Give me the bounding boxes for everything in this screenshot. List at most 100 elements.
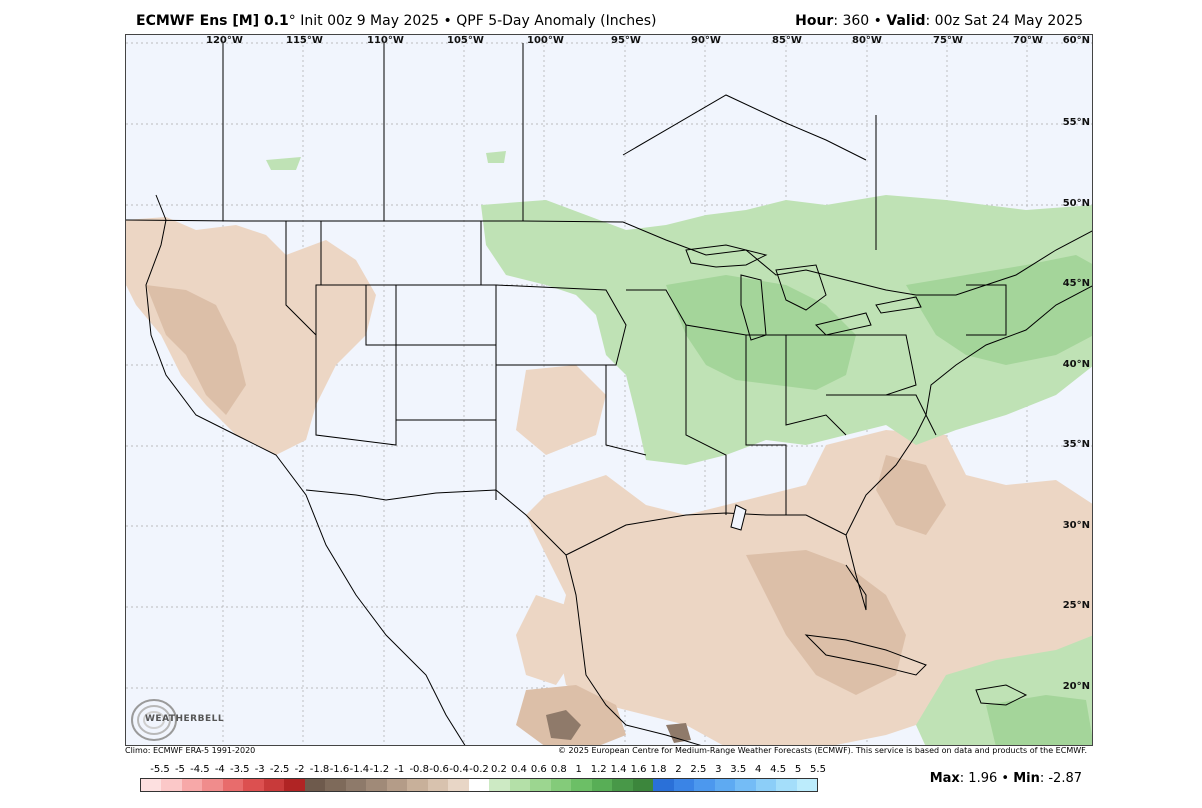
colorbar-tick-label: -2.5 (269, 764, 290, 775)
dry-anomaly-areas (126, 217, 1092, 745)
colorbar-tick-label: -3.5 (229, 764, 250, 775)
colorbar-swatch (202, 779, 223, 791)
lat-label: 50°N (1062, 198, 1090, 209)
colorbar-tick-label: -1.8 (309, 764, 330, 775)
colorbar-labels: -5.5 -5 -4.5 -4 -3.5 -3 -2.5 -2 -1.8 -1.6 -1.4 -1.2… (140, 764, 826, 776)
colorbar-swatch (776, 779, 797, 791)
colorbar-swatch (571, 779, 592, 791)
lat-label: 20°N (1062, 681, 1090, 692)
colorbar-swatch (632, 779, 654, 791)
colorbar-swatch (694, 779, 715, 791)
colorbar-swatch (509, 779, 531, 791)
map-title: ECMWF Ens [M] 0.1° Init 00z 9 May 2025 •… (136, 13, 657, 29)
colorbar-swatch (755, 779, 777, 791)
colorbar-swatch (796, 779, 817, 791)
colorbar-swatch (366, 779, 387, 791)
colorbar-tick-label: -1 (394, 764, 405, 775)
colorbar-tick-label: -0.8 (409, 764, 429, 775)
colorbar-tick-label: -5 (174, 764, 185, 775)
colorbar-swatch (284, 779, 305, 791)
political-borders (126, 43, 1092, 745)
colorbar-swatch (243, 779, 264, 791)
colorbar-swatch (427, 779, 449, 791)
lat-label: 45°N (1062, 278, 1090, 289)
colorbar-swatch (141, 779, 162, 791)
colorbar-tick-label: 0.4 (510, 764, 527, 775)
colorbar-swatch (612, 779, 633, 791)
hour-value: : 360 • (833, 13, 887, 29)
colorbar-tick-label: 2 (675, 764, 682, 775)
init-info: ° Init 00z 9 May 2025 • QPF 5-Day Anomal… (288, 13, 657, 29)
colorbar-tick-label: 2.5 (690, 764, 707, 775)
colorbar-tick-label: 0.2 (491, 764, 507, 775)
colorbar-swatch (325, 779, 346, 791)
colorbar-tick-label: -1.4 (349, 764, 370, 775)
max-min-summary: Max: 1.96 • Min: -2.87 (930, 771, 1082, 786)
colorbar-swatch (468, 779, 490, 791)
lon-label: 75°W (933, 35, 963, 46)
climo-note: Climo: ECMWF ERA-5 1991-2020 (125, 746, 256, 755)
colorbar-tick-label: 0.8 (550, 764, 567, 775)
lon-label: 70°W (1013, 35, 1043, 46)
lon-label: 95°W (611, 35, 641, 46)
valid-label: Valid (886, 13, 926, 29)
colorbar-tick-label: -0.6 (429, 764, 449, 775)
colorbar-swatch (181, 779, 203, 791)
colorbar-swatch (448, 779, 469, 791)
model-name: ECMWF Ens [M] 0.1 (136, 13, 289, 29)
hour-label: Hour (795, 13, 834, 29)
lon-label: 90°W (691, 35, 721, 46)
colorbar-tick-label: 1.6 (630, 764, 647, 775)
colorbar-tick-label: -5.5 (150, 764, 170, 775)
min-label: Min (1013, 771, 1040, 786)
colorbar-tick-label: -2 (294, 764, 305, 775)
lon-label: 100°W (527, 35, 564, 46)
colorbar-tick-label: 5.5 (810, 764, 826, 775)
lat-label: 25°N (1062, 600, 1090, 611)
colorbar-swatch (550, 779, 572, 791)
colorbar-tick-label: 1.4 (610, 764, 627, 775)
colorbar-swatch (386, 779, 408, 791)
colorbar-swatch (714, 779, 736, 791)
colorbar-tick-label: -3 (254, 764, 265, 775)
colorbar-swatch (735, 779, 756, 791)
colorbar-swatch (222, 779, 244, 791)
lon-label: 105°W (447, 35, 484, 46)
colorbar-swatch (591, 779, 613, 791)
colorbar-tick-label: -1.6 (329, 764, 350, 775)
lat-label: 35°N (1062, 439, 1090, 450)
colorbar-tick-label: 1.2 (590, 764, 607, 775)
valid-value: : 00z Sat 24 May 2025 (925, 13, 1083, 29)
max-label: Max (929, 771, 960, 786)
colorbar-swatch (673, 779, 695, 791)
min-value: : -2.87 (1039, 771, 1082, 786)
colorbar (140, 778, 818, 792)
colorbar-swatch (304, 779, 326, 791)
colorbar-tick-label: 4.5 (770, 764, 787, 775)
lat-label: 30°N (1062, 520, 1090, 531)
lat-label: 60°N (1062, 35, 1090, 46)
wet-anomaly-areas (266, 151, 1092, 745)
colorbar-swatch (345, 779, 367, 791)
lon-label: 115°W (286, 35, 323, 46)
colorbar-tick-label: -4.5 (190, 764, 210, 775)
colorbar-swatch (653, 779, 674, 791)
colorbar-swatch (407, 779, 428, 791)
lon-label: 110°W (367, 35, 404, 46)
colorbar-tick-label: -0.2 (469, 764, 489, 775)
weatherbell-logo (131, 699, 177, 741)
lon-label: 120°W (206, 35, 243, 46)
colorbar-swatch (263, 779, 285, 791)
colorbar-tick-label: 3 (715, 764, 722, 775)
colorbar-swatch (530, 779, 551, 791)
colorbar-tick-label: 1 (575, 764, 582, 775)
copyright-note: © 2025 European Centre for Medium-Range … (558, 746, 1087, 755)
max-value: : 1.96 • (959, 771, 1014, 786)
anomaly-map (126, 35, 1092, 745)
colorbar-tick-label: 4 (754, 764, 762, 775)
colorbar-tick-label: 3.5 (730, 764, 747, 775)
colorbar-tick-label: -1.2 (369, 764, 390, 775)
colorbar-swatch (161, 779, 182, 791)
colorbar-tick-label: 0.6 (530, 764, 547, 775)
colorbar-tick-label: 5 (794, 764, 802, 775)
